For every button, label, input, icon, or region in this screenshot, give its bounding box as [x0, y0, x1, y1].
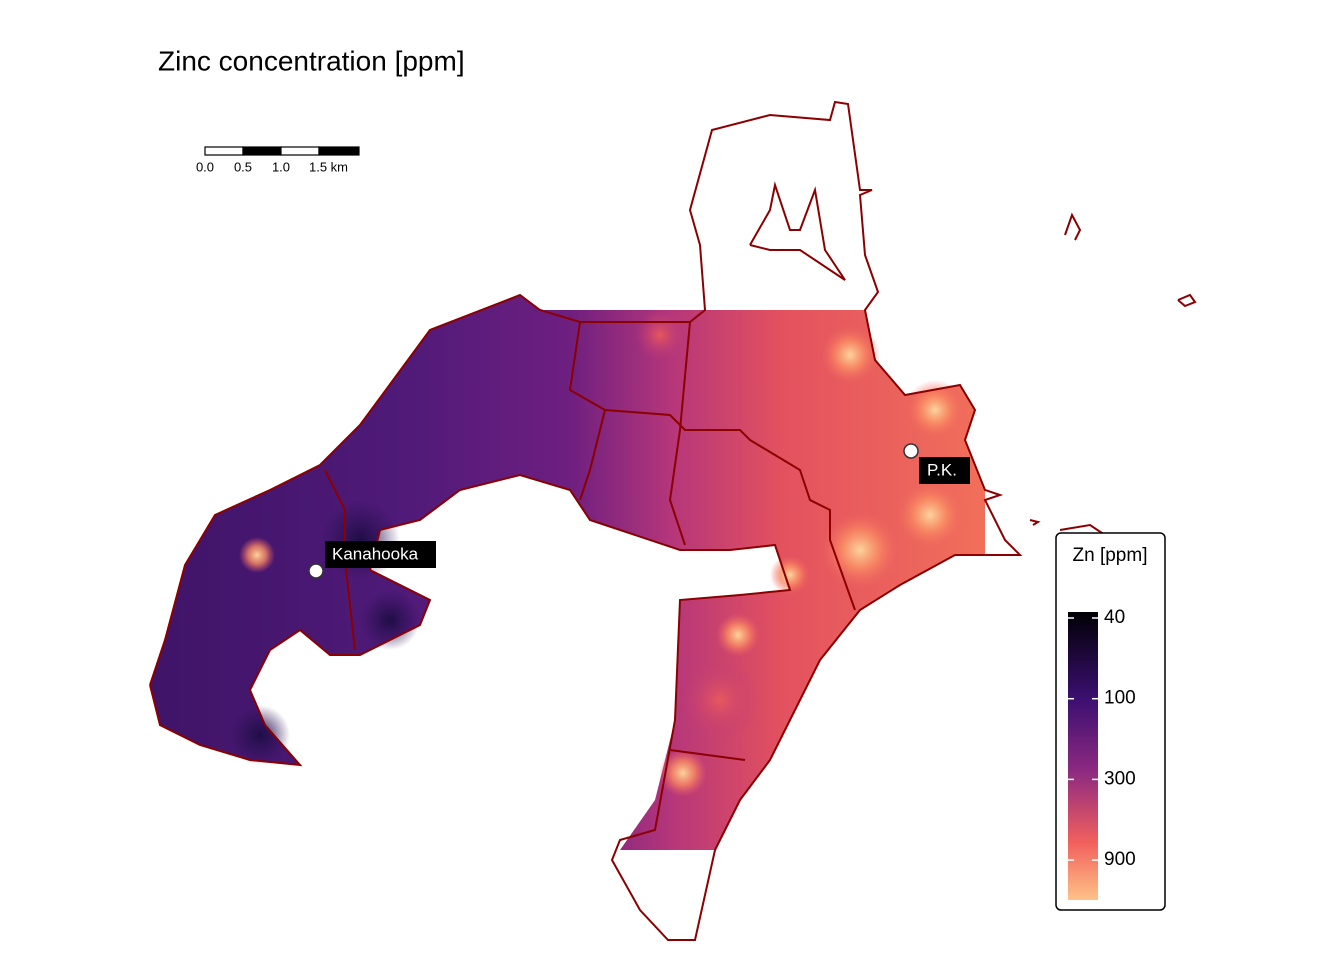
hotspot — [635, 310, 685, 360]
hotspot — [905, 380, 965, 440]
hotspot — [239, 537, 275, 573]
inner-boundary — [749, 181, 846, 281]
scale-label: 0.5 — [234, 159, 252, 174]
scale-segment — [204, 146, 244, 156]
hotspot — [895, 480, 965, 550]
legend-colorbar — [1068, 612, 1098, 900]
legend-title: Zn [ppm] — [1073, 545, 1148, 566]
hotspot — [680, 660, 760, 740]
place-pk: P.K. — [903, 443, 970, 484]
legend: Zn [ppm] 40 100 300 900 — [1055, 532, 1166, 911]
legend-tick-label: 40 — [1104, 607, 1125, 628]
island — [1059, 523, 1106, 536]
scale-segment — [242, 146, 282, 156]
hotspot — [659, 749, 707, 797]
scale-label: 0.0 — [196, 159, 214, 174]
scale-label: 1.5 km — [309, 159, 348, 174]
place-label: Kanahooka — [332, 544, 419, 563]
legend-tick-label: 100 — [1104, 688, 1136, 709]
boundaries — [149, 100, 1197, 941]
island — [1029, 519, 1041, 526]
district-line — [604, 409, 856, 611]
hotspots — [230, 310, 965, 797]
place-marker — [903, 443, 919, 459]
outer-boundary — [149, 100, 1023, 941]
hotspot — [820, 510, 900, 590]
district-line — [669, 749, 746, 761]
map-title: Zinc concentration [ppm] — [158, 45, 465, 76]
hotspot — [770, 555, 810, 595]
district-line — [668, 321, 691, 546]
district-line — [324, 469, 356, 651]
place-label-box — [325, 541, 436, 568]
scale-label: 1.0 — [272, 159, 290, 174]
scale-segment — [318, 146, 360, 156]
zinc-surface — [150, 295, 985, 850]
hotspot — [716, 613, 760, 657]
scale-bar: 0.0 0.5 1.0 1.5 km — [196, 146, 360, 174]
place-kanahooka: Kanahooka — [308, 541, 436, 579]
island — [1064, 212, 1082, 241]
place-marker — [308, 563, 324, 579]
island — [1177, 293, 1197, 308]
legend-tick-label: 900 — [1104, 849, 1136, 870]
coldspot — [360, 590, 420, 650]
place-label: P.K. — [927, 460, 957, 479]
legend-tick-label: 300 — [1104, 768, 1136, 789]
place-label-box — [919, 457, 970, 484]
hotspot — [820, 325, 880, 385]
coldspot — [230, 705, 290, 765]
scale-segment — [280, 146, 320, 156]
